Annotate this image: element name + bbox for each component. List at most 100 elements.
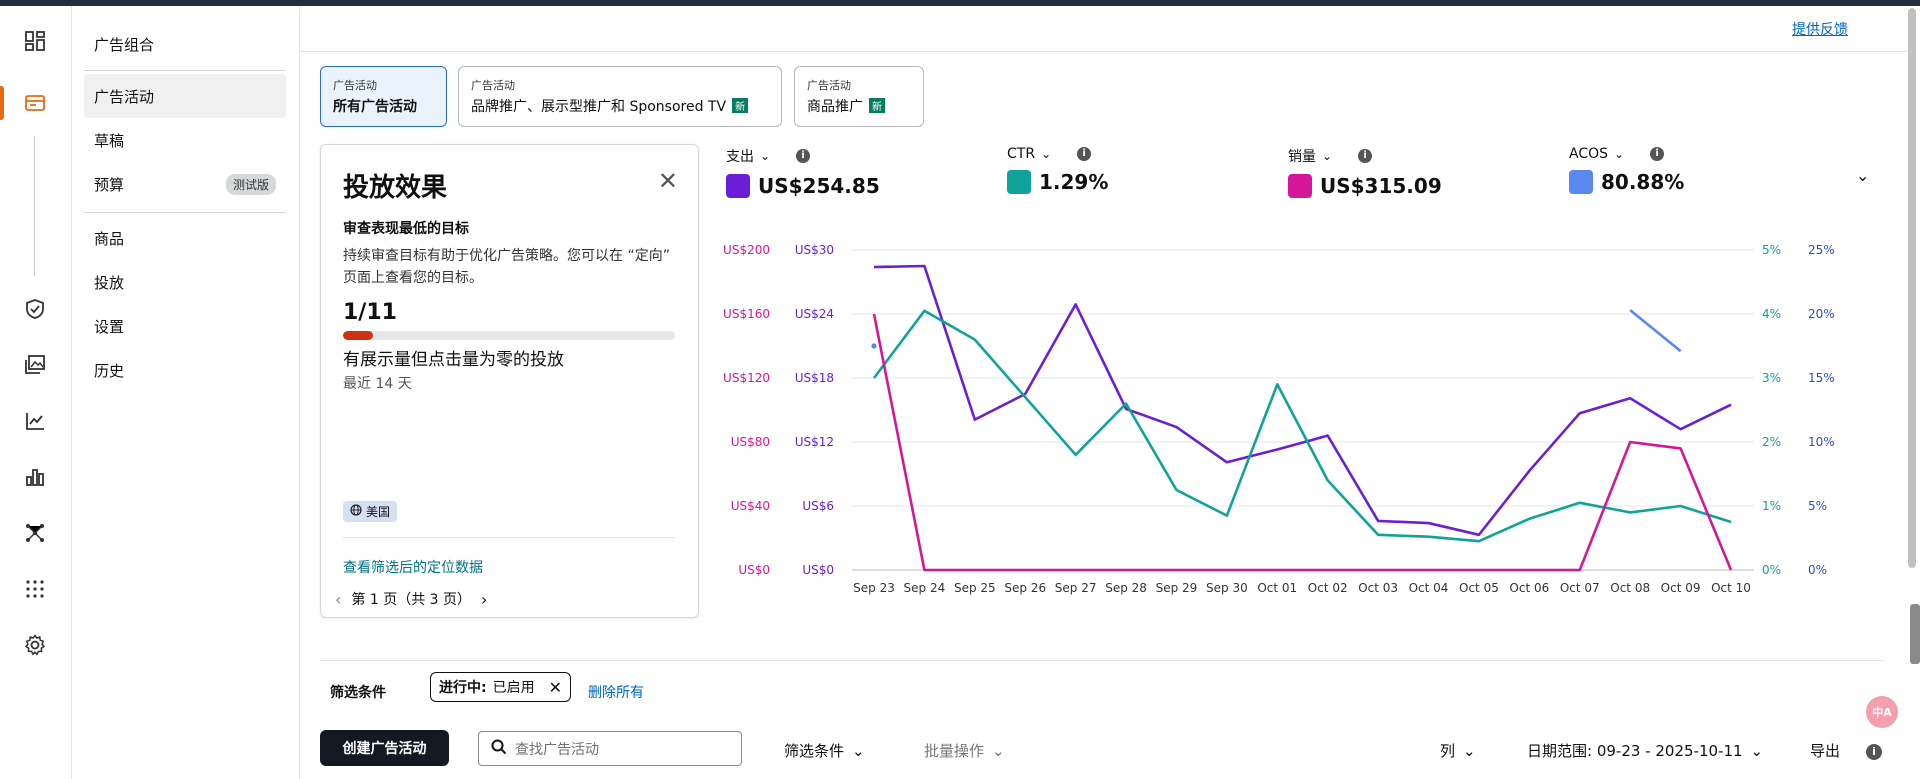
performance-chart: US$0 US$40 US$80 US$120 US$160 US$200 US$0 US$6… — [723, 243, 1835, 595]
view-targeting-link[interactable]: 查看筛选后的定位数据 — [343, 560, 483, 576]
y-tick-label-acos: 15% — [1808, 371, 1835, 385]
info-icon[interactable]: i — [796, 149, 811, 163]
main-content: 提供反馈 广告活动 所有广告活动 广告活动 品牌推广、展示型推广和 Sponso… — [300, 6, 1910, 779]
x-tick-label: Oct 10 — [1711, 581, 1751, 595]
series-line-sales — [872, 313, 1733, 572]
gear-icon[interactable] — [22, 632, 48, 658]
search-input[interactable]: 查找广告活动 — [478, 731, 742, 766]
dashboard-icon[interactable] — [22, 28, 48, 54]
columns-dropdown[interactable]: 列 ⌄ — [1440, 741, 1476, 761]
tab-all-campaigns[interactable]: 广告活动 所有广告活动 — [320, 66, 447, 127]
nav-item-budgets[interactable]: 预算 测试版 — [84, 162, 286, 206]
y-tick-label-sales: US$120 — [723, 371, 770, 385]
y-tick-label-ctr: 2% — [1762, 435, 1781, 449]
page-indicator: 第 1 页（共 3 页） — [351, 592, 472, 608]
active-indicator — [0, 86, 4, 120]
bar-chart-icon[interactable] — [22, 464, 48, 490]
color-swatch[interactable] — [1007, 170, 1031, 194]
color-swatch[interactable] — [726, 174, 750, 198]
nav-item-products[interactable]: 商品 — [94, 229, 125, 248]
x-tick-label: Sep 29 — [1156, 581, 1198, 595]
chevron-down-icon: ⌄ — [1750, 741, 1764, 760]
create-campaign-button[interactable]: 创建广告活动 — [320, 730, 449, 766]
apps-grid-icon[interactable] — [22, 576, 48, 602]
info-icon[interactable]: i — [1866, 744, 1882, 760]
series-line-ctr — [872, 309, 1732, 543]
export-button[interactable]: 导出 — [1810, 742, 1841, 760]
nav-item-drafts[interactable]: 草稿 — [94, 131, 125, 150]
insight-period: 最近 14 天 — [343, 376, 412, 392]
x-tick-label: Oct 03 — [1358, 581, 1398, 595]
insight-pager: ‹ 第 1 页（共 3 页） › — [335, 589, 487, 609]
chevron-right-icon[interactable]: › — [481, 589, 488, 609]
chevron-down-icon: ⌄ — [1463, 741, 1476, 760]
progress-bar — [343, 331, 675, 340]
tab-sb-sd-stv[interactable]: 广告活动 品牌推广、展示型推广和 Sponsored TV 新 — [458, 66, 782, 127]
y-tick-label-sales: US$200 — [723, 243, 770, 257]
y-tick-label-acos: 10% — [1808, 435, 1835, 449]
header-divider — [300, 51, 1910, 52]
chevron-down-icon: ⌄ — [1322, 149, 1333, 163]
series-point-acos — [871, 343, 877, 349]
remove-all-filters-link[interactable]: 删除所有 — [588, 685, 644, 701]
info-icon[interactable]: i — [1650, 147, 1665, 161]
side-scroll-handle[interactable] — [1910, 604, 1920, 664]
filter-dropdown[interactable]: 筛选条件 ⌄ — [784, 741, 865, 761]
x-tick-label: Oct 02 — [1308, 581, 1348, 595]
feedback-link[interactable]: 提供反馈 — [1792, 22, 1848, 38]
insight-card: 投放效果 ✕ 审查表现最低的目标 持续审查目标有助于优化广告策略。您可以在 “定… — [320, 144, 699, 618]
new-badge: 新 — [869, 98, 885, 113]
y-tick-label-sales: US$160 — [723, 307, 770, 321]
section-divider — [320, 660, 1885, 661]
close-icon[interactable]: ✕ — [657, 167, 678, 195]
metric-selector-ctr[interactable]: CTR ⌄ i 1.29% — [1007, 146, 1109, 194]
filter-chip-status[interactable]: 进行中: 已启用 ✕ — [430, 672, 572, 702]
metric-selector-spend[interactable]: 支出 ⌄ i US$254.85 — [726, 149, 880, 198]
insight-title: 投放效果 — [343, 173, 448, 203]
expand-chart-chevron-icon[interactable]: ⌄ — [1856, 166, 1870, 185]
y-tick-label-sales: US$40 — [731, 499, 770, 513]
chevron-down-icon: ⌄ — [992, 741, 1005, 760]
nav-item-targeting[interactable]: 投放 — [94, 273, 125, 292]
color-swatch[interactable] — [1288, 174, 1312, 198]
info-icon[interactable]: i — [1358, 149, 1373, 163]
color-swatch[interactable] — [1569, 170, 1593, 194]
chevron-down-icon: ⌄ — [852, 741, 865, 760]
metric-selector-acos[interactable]: ACOS ⌄ i 80.88% — [1569, 146, 1685, 194]
x-tick-label: Oct 09 — [1661, 581, 1701, 595]
metric-selector-sales[interactable]: 销量 ⌄ i US$315.09 — [1288, 149, 1442, 198]
shield-icon[interactable] — [22, 296, 48, 322]
region-badge: 美国 — [343, 501, 398, 522]
insight-description: 持续审查目标有助于优化广告策略。您可以在 “定向” 页面上查看您的目标。 — [343, 248, 670, 286]
x-tick-label: Oct 07 — [1560, 581, 1600, 595]
nav-item-portfolios[interactable]: 广告组合 — [94, 35, 155, 54]
nav-item-campaigns[interactable]: 广告活动 — [84, 74, 286, 118]
chevron-left-icon[interactable]: ‹ — [335, 589, 342, 609]
y-tick-label-ctr: 1% — [1762, 499, 1781, 513]
x-tick-label: Sep 25 — [954, 581, 996, 595]
bulk-actions-dropdown[interactable]: 批量操作 ⌄ — [924, 741, 1005, 761]
y-tick-label-spend: US$12 — [795, 435, 834, 449]
icon-rail — [0, 6, 72, 779]
network-icon[interactable] — [22, 520, 48, 546]
tab-sponsored-products[interactable]: 广告活动 商品推广新 — [794, 66, 924, 127]
y-tick-label-ctr: 5% — [1762, 243, 1781, 257]
campaign-manager-icon[interactable] — [22, 90, 48, 116]
rail-divider — [34, 136, 35, 276]
y-tick-label-acos: 5% — [1808, 499, 1827, 513]
nav-item-history[interactable]: 历史 — [94, 361, 125, 380]
nav-item-settings[interactable]: 设置 — [94, 317, 125, 336]
x-tick-label: Oct 05 — [1459, 581, 1499, 595]
scrollbar[interactable] — [1908, 8, 1916, 568]
info-icon[interactable]: i — [1077, 147, 1092, 161]
line-chart-icon[interactable] — [22, 408, 48, 434]
progress-fill — [343, 331, 374, 340]
image-gallery-icon[interactable] — [22, 352, 48, 378]
translate-icon[interactable]: 中A — [1866, 696, 1898, 728]
y-tick-label-ctr: 3% — [1762, 371, 1781, 385]
x-tick-label: Oct 01 — [1257, 581, 1297, 595]
date-range-dropdown[interactable]: 日期范围: 09-23 - 2025-10-11 ⌄ — [1527, 741, 1764, 761]
close-icon[interactable]: ✕ — [548, 677, 563, 697]
insight-subtitle: 审查表现最低的目标 — [343, 221, 469, 237]
y-tick-label-spend: US$18 — [795, 371, 834, 385]
